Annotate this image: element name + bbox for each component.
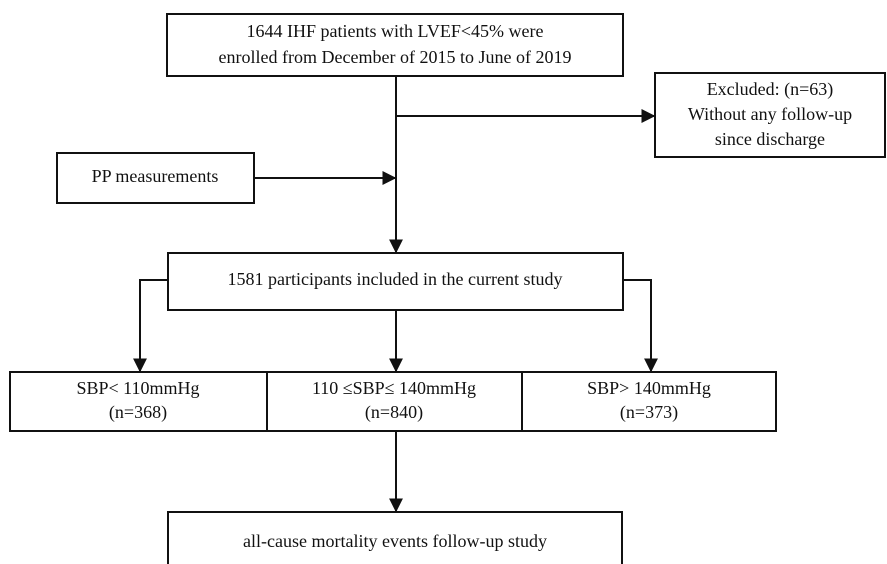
box-text: SBP> 140mmHg: [587, 378, 711, 398]
box-text: 1644 IHF patients with LVEF<45% were: [247, 21, 544, 41]
box: [521, 371, 777, 432]
box-text: since discharge: [715, 129, 825, 149]
box-text: PP measurements: [92, 166, 219, 186]
arrow: [133, 279, 168, 373]
box-text: 1581 participants included in the curren…: [228, 269, 563, 289]
box-text: 110 ≤SBP≤ 140mmHg: [312, 378, 476, 398]
box: [56, 152, 255, 204]
box: [166, 13, 624, 77]
box: [266, 371, 523, 432]
box-text: (n=373): [620, 402, 678, 423]
box-text: Excluded: (n=63): [707, 79, 834, 100]
labels: 1644 IHF patients with LVEF<45% were enr…: [76, 21, 852, 551]
box-text: SBP< 110mmHg: [76, 378, 199, 398]
boxes: [9, 13, 886, 564]
connectors: [133, 76, 658, 513]
box: [167, 252, 624, 311]
box: [9, 371, 268, 432]
box: [654, 72, 886, 158]
box-text: (n=368): [109, 402, 167, 423]
box-text: enrolled from December of 2015 to June o…: [219, 47, 572, 67]
box-text: Without any follow-up: [688, 104, 852, 124]
box-text: (n=840): [365, 402, 423, 423]
box: [167, 511, 623, 564]
arrow: [623, 279, 658, 373]
box-text: all-cause mortality events follow-up stu…: [243, 531, 547, 551]
